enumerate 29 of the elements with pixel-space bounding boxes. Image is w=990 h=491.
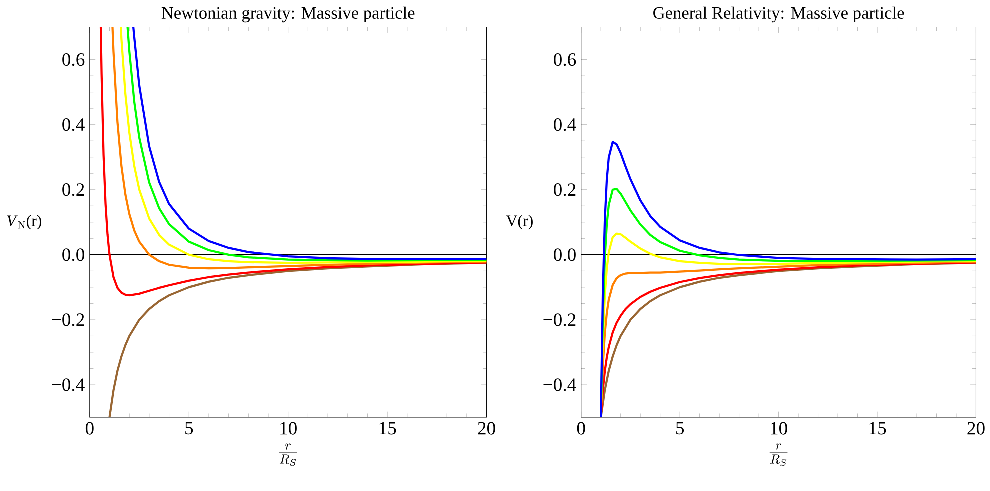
chart-title: Newtonian gravity: Massive particle bbox=[162, 6, 415, 22]
y-tick-label: −0.2 bbox=[52, 313, 84, 326]
x-tick-label: 10 bbox=[771, 422, 788, 435]
x-tick-label: 0 bbox=[577, 422, 586, 435]
y-tick-label: −0.2 bbox=[544, 313, 576, 326]
x-axis-title: $\frac{r}{R_S}$ bbox=[770, 444, 788, 466]
x-axis-title: $\frac{r}{R_S}$ bbox=[279, 444, 298, 466]
x-tick-label: 5 bbox=[676, 422, 684, 434]
y-axis-title: V(r) bbox=[506, 214, 533, 230]
x-tick-label: 20 bbox=[478, 422, 496, 435]
y-tick-label: 0.0 bbox=[62, 248, 84, 262]
x-tick-label: 15 bbox=[380, 422, 396, 435]
y-tick-label: 0.4 bbox=[62, 118, 85, 131]
y-tick-label: −0.4 bbox=[544, 378, 576, 392]
y-tick-label: 0.6 bbox=[62, 53, 85, 66]
y-tick-label: 0.0 bbox=[554, 248, 576, 262]
x-tick-label: 10 bbox=[280, 422, 297, 435]
x-tick-label: 15 bbox=[870, 422, 886, 435]
y-axis-title: V$_{N}$(r) bbox=[7, 214, 42, 230]
line-series bbox=[600, 140, 976, 418]
y-tick-label: 0.4 bbox=[554, 118, 576, 131]
x-tick-label: 5 bbox=[186, 422, 194, 434]
y-tick-label: −0.4 bbox=[52, 378, 85, 392]
y-tick-label: 0.2 bbox=[62, 183, 84, 196]
x-tick-label: 20 bbox=[968, 422, 985, 435]
y-tick-label: 0.6 bbox=[554, 53, 576, 66]
x-tick-label: 0 bbox=[86, 422, 94, 435]
chart-title: General Relativity: Massive particle bbox=[654, 6, 904, 22]
y-tick-label: 0.2 bbox=[554, 183, 576, 196]
